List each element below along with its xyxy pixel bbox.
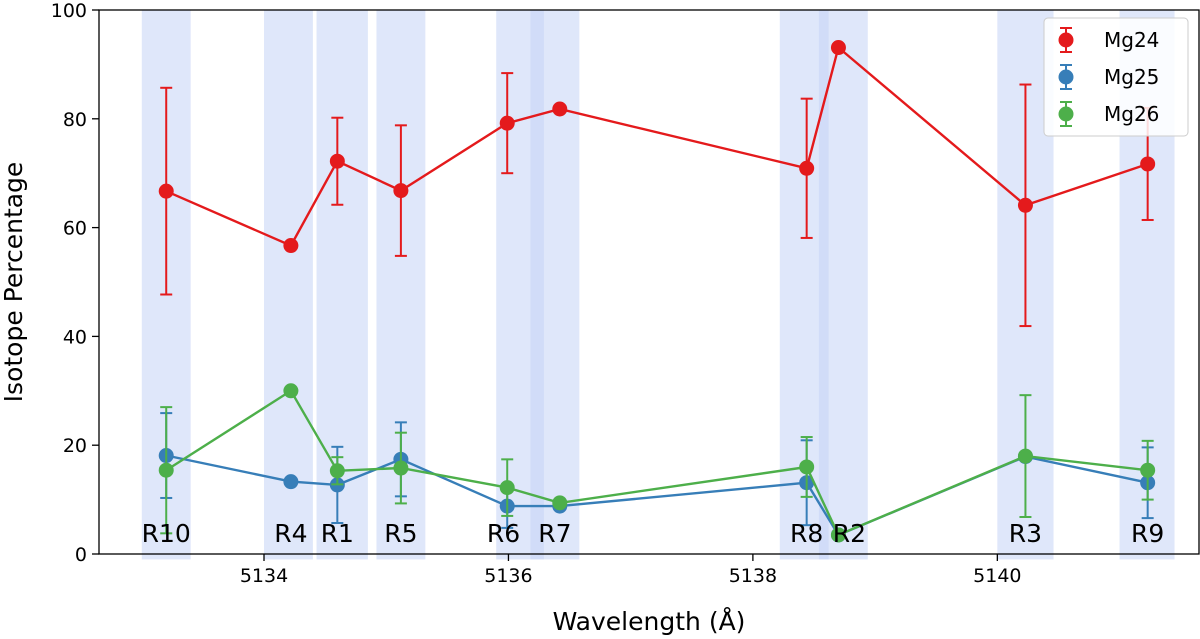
series-layer bbox=[158, 40, 1156, 543]
region-label-r7: R7 bbox=[538, 519, 571, 548]
legend-label: Mg26 bbox=[1104, 102, 1159, 126]
y-tick-label: 0 bbox=[75, 544, 87, 566]
x-tick-label: 5138 bbox=[729, 565, 777, 587]
data-point-mg24 bbox=[1017, 197, 1033, 213]
data-point-mg26 bbox=[158, 462, 174, 478]
legend-item-mg25: Mg25 bbox=[1058, 64, 1159, 90]
data-point-mg24 bbox=[830, 40, 846, 56]
data-point-mg24 bbox=[799, 160, 815, 176]
data-point-mg26 bbox=[1017, 448, 1033, 464]
data-point-mg24 bbox=[552, 101, 568, 117]
series-mg24 bbox=[158, 40, 1156, 328]
region-band-r7 bbox=[530, 10, 580, 560]
data-point-mg26 bbox=[1140, 462, 1156, 478]
data-point-mg26 bbox=[393, 460, 409, 476]
series-mg26 bbox=[158, 383, 1156, 543]
region-label-r1: R1 bbox=[321, 519, 354, 548]
legend-label: Mg25 bbox=[1104, 65, 1159, 89]
region-label-r10: R10 bbox=[142, 519, 191, 548]
y-tick-label: 80 bbox=[63, 109, 87, 131]
legend-box bbox=[1043, 17, 1189, 137]
series-line-mg26 bbox=[165, 389, 1148, 537]
region-label-r2: R2 bbox=[833, 519, 866, 548]
x-axis-ticks: 5134 5136 5138 5140 bbox=[240, 554, 1022, 587]
data-point-mg24 bbox=[283, 238, 299, 254]
data-point-mg26 bbox=[799, 459, 815, 475]
plot-frame bbox=[98, 9, 1200, 555]
data-point-mg26 bbox=[329, 463, 345, 479]
region-label-r3: R3 bbox=[1009, 519, 1042, 548]
x-tick-label: 5136 bbox=[484, 565, 532, 587]
legend-marker bbox=[1058, 106, 1074, 122]
region-band-r4 bbox=[264, 10, 313, 560]
y-tick-label: 100 bbox=[51, 0, 87, 22]
data-point-mg24 bbox=[158, 183, 174, 199]
legend-item-mg26: Mg26 bbox=[1058, 101, 1159, 127]
region-label-r5: R5 bbox=[384, 519, 417, 548]
data-point-mg26 bbox=[830, 527, 846, 543]
region-label-r9: R9 bbox=[1131, 519, 1164, 548]
region-label-r6: R6 bbox=[487, 519, 520, 548]
data-point-mg24 bbox=[499, 115, 515, 131]
y-tick-label: 60 bbox=[63, 218, 87, 240]
data-point-mg24 bbox=[1140, 156, 1156, 172]
region-band-r1 bbox=[316, 10, 368, 560]
region-labels: R10 R4 R1 R5 R6 R7 R8 R2 R3 R9 bbox=[142, 519, 1165, 548]
region-label-r4: R4 bbox=[274, 519, 307, 548]
data-point-mg26 bbox=[283, 383, 299, 399]
y-tick-label: 20 bbox=[63, 435, 87, 457]
x-tick-label: 5134 bbox=[240, 565, 288, 587]
data-point-mg25 bbox=[283, 474, 299, 490]
data-point-mg24 bbox=[329, 153, 345, 169]
legend-marker bbox=[1058, 69, 1074, 85]
series-line-mg24 bbox=[165, 45, 1149, 248]
region-label-r8: R8 bbox=[790, 519, 823, 548]
y-axis-title: Isotope Percentage bbox=[0, 162, 28, 403]
data-point-mg26 bbox=[552, 495, 568, 511]
legend-marker bbox=[1058, 32, 1074, 48]
data-point-mg26 bbox=[499, 480, 515, 496]
y-axis-ticks: 0 20 40 60 80 100 bbox=[51, 0, 99, 566]
y-tick-label: 40 bbox=[63, 326, 87, 348]
x-axis-title: Wavelength (Å) bbox=[553, 607, 746, 636]
legend-item-mg24: Mg24 bbox=[1058, 27, 1159, 53]
region-band-r2 bbox=[818, 10, 868, 560]
x-tick-label: 5140 bbox=[973, 565, 1021, 587]
data-point-mg24 bbox=[393, 183, 409, 199]
legend: Mg24 Mg25 Mg26 bbox=[1043, 17, 1189, 137]
legend-label: Mg24 bbox=[1104, 28, 1159, 52]
